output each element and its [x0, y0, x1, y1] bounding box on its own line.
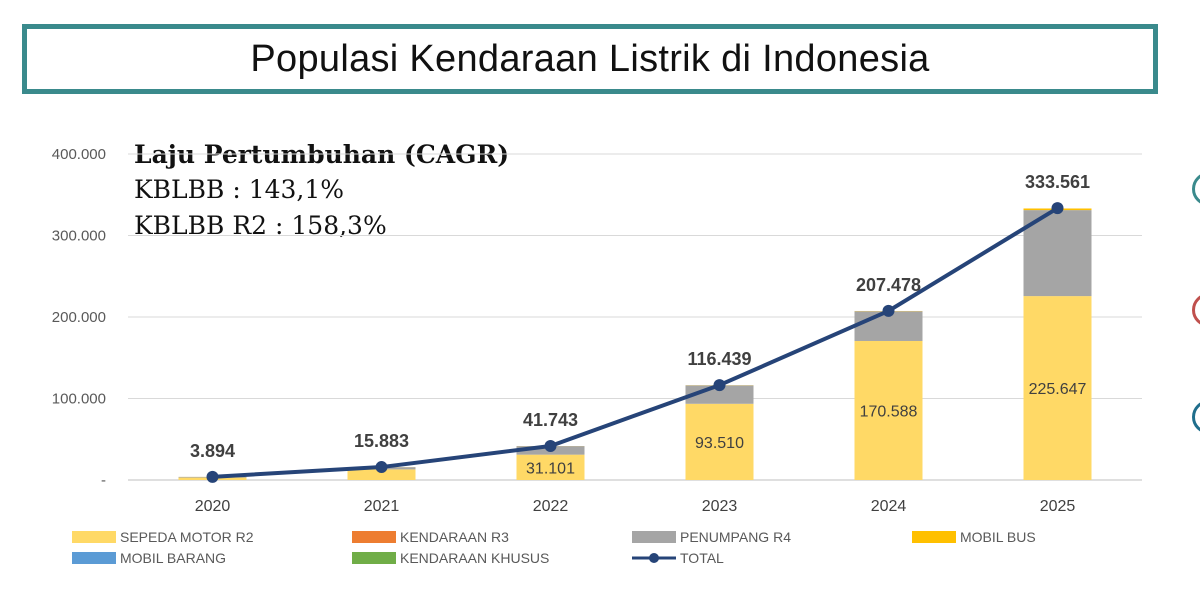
legend-swatch [72, 552, 116, 564]
x-tick-label: 2023 [702, 498, 738, 515]
total-line [206, 202, 1064, 483]
bar-segment-sepeda-motor-r2 [347, 469, 416, 480]
bar-segment-sepeda-motor-r2 [516, 454, 585, 480]
cagr-kblbb: KBLBB : 143,1% [134, 175, 345, 204]
y-tick-label: 400.000 [52, 146, 106, 163]
segment-value-label: 93.510 [695, 435, 744, 452]
bar-segment-sepeda-motor-r2 [854, 340, 923, 480]
title-box: Populasi Kendaraan Listrik di Indonesia [22, 24, 1158, 94]
total-value-label: 333.561 [1025, 172, 1090, 192]
y-axis: - 100.000 200.000 300.000 400.000 [52, 146, 106, 489]
total-labels: 3.894 15.883 41.743 116.439 207.478 333.561 [190, 172, 1090, 461]
legend-swatch [632, 531, 676, 543]
y-tick-label: 300.000 [52, 228, 106, 245]
legend-label: MOBIL BARANG [120, 550, 226, 566]
bar-segment-penumpang-r4 [1023, 210, 1092, 297]
legend-label: SEPEDA MOTOR R2 [120, 529, 254, 545]
x-tick-label: 2022 [533, 498, 569, 515]
total-point [713, 379, 726, 392]
total-point [375, 461, 388, 474]
segment-value-label: 225.647 [1029, 381, 1087, 398]
gridlines [128, 153, 1142, 481]
y-tick-label: - [101, 472, 106, 489]
bar-segment-sepeda-motor-r2 [685, 403, 754, 480]
y-tick-label: 200.000 [52, 309, 106, 326]
legend-swatch [352, 531, 396, 543]
x-tick-label: 2024 [871, 498, 907, 515]
total-point [882, 304, 895, 317]
legend-label: PENUMPANG R4 [680, 529, 791, 545]
legend-swatch [912, 531, 956, 543]
legend-label: KENDARAAN R3 [400, 529, 509, 545]
segment-value-label: 170.588 [860, 403, 918, 420]
stacked-bars [178, 208, 1092, 480]
total-value-label: 41.743 [523, 410, 578, 430]
legend-marker [649, 553, 659, 563]
x-axis: 2020 2021 2022 2023 2024 2025 [195, 498, 1076, 515]
x-tick-label: 2025 [1040, 498, 1076, 515]
legend-swatch [352, 552, 396, 564]
x-tick-label: 2021 [364, 498, 400, 515]
total-value-label: 116.439 [687, 349, 751, 369]
total-value-label: 207.478 [856, 275, 921, 295]
total-value-label: 3.894 [190, 441, 235, 461]
legend: SEPEDA MOTOR R2 KENDARAAN R3 PENUMPANG R4 M… [72, 529, 1036, 566]
segment-value-label: 31.101 [526, 460, 575, 477]
legend-label: TOTAL [680, 550, 724, 566]
total-value-label: 15.883 [354, 431, 409, 451]
legend-label: MOBIL BUS [960, 529, 1036, 545]
total-point [1051, 202, 1064, 215]
page-title: Populasi Kendaraan Listrik di Indonesia [250, 37, 930, 80]
segment-labels: 31.101 93.510 170.588 225.647 [526, 381, 1086, 477]
total-series-line [212, 206, 1059, 479]
legend-swatch [72, 531, 116, 543]
total-point [206, 470, 219, 483]
x-tick-label: 2020 [195, 498, 231, 515]
y-tick-label: 100.000 [52, 391, 106, 408]
total-point [544, 439, 557, 452]
bar-segment-sepeda-motor-r2 [1023, 296, 1092, 480]
legend-label: KENDARAAN KHUSUS [400, 550, 549, 566]
